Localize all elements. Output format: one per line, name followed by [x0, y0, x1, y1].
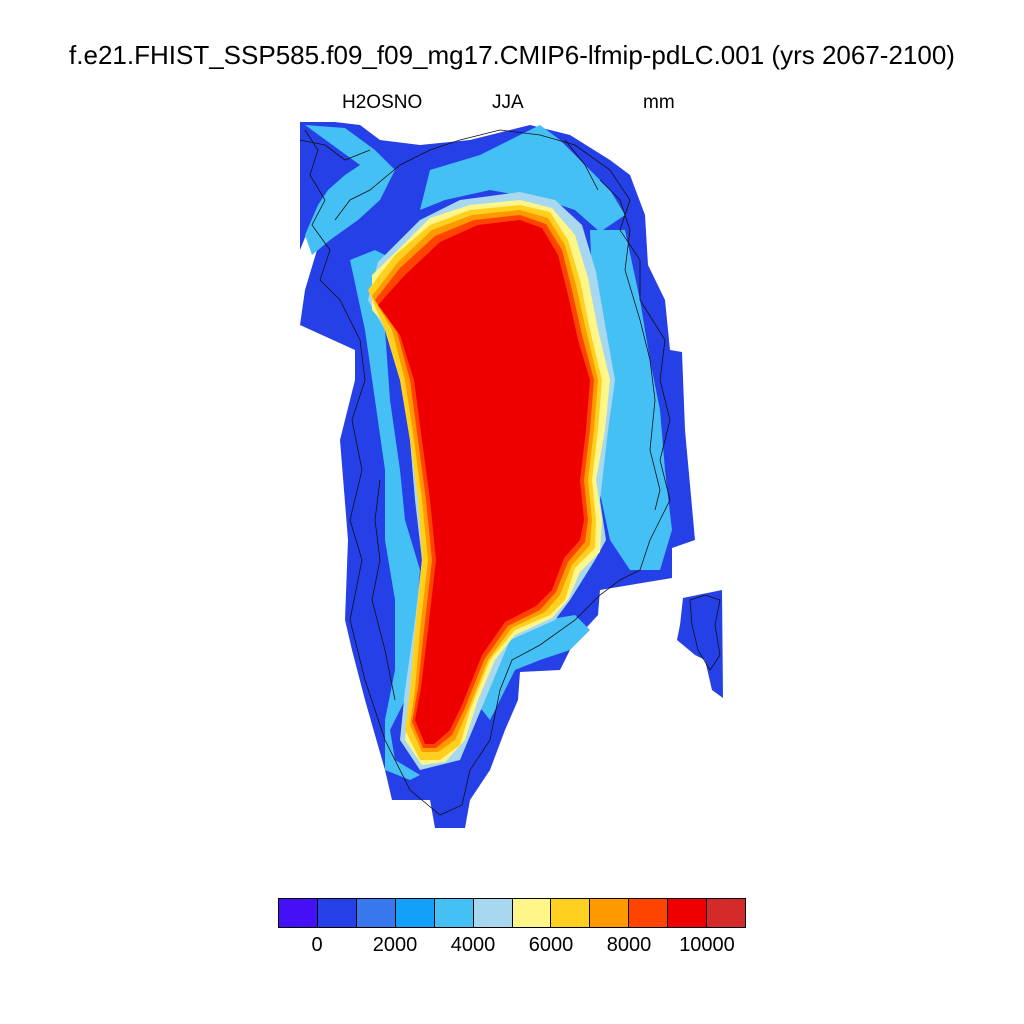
north-coast-ring: [420, 125, 625, 232]
colorbar-segment: [590, 899, 630, 927]
east-island-blue: [677, 590, 723, 698]
page-title: f.e21.FHIST_SSP585.f09_f09_mg17.CMIP6-lf…: [69, 40, 955, 70]
colorbar-segment: [395, 899, 435, 927]
colorbar-tick-label: 8000: [606, 934, 652, 956]
colorbar-segment: [317, 899, 357, 927]
colorbar-tick-label: 0: [311, 934, 323, 956]
season-label: JJA: [492, 92, 524, 113]
coastline: [299, 129, 721, 816]
colorbar-segment: [551, 899, 591, 927]
colorbar-ticks: 0 2000 4000 6000 8000 10000: [0, 934, 1024, 964]
colorbar-segment: [668, 899, 708, 927]
colorbar-segment: [629, 899, 669, 927]
colorbar-segment: [512, 899, 552, 927]
colorbar-segment: [356, 899, 396, 927]
colorbar-tick-label: 2000: [372, 934, 418, 956]
colorbar: [278, 898, 746, 928]
colorbar-segment: [473, 899, 513, 927]
colorbar-tick-label: 4000: [450, 934, 496, 956]
colorbar-segment: [707, 899, 746, 927]
colorbar-tick-label: 6000: [528, 934, 574, 956]
west-coast-ring: [350, 250, 420, 780]
interior-red: [378, 220, 590, 744]
colorbar-segment: [434, 899, 474, 927]
colorbar-tick-label: 10000: [679, 934, 735, 956]
units-label: mm: [643, 92, 675, 113]
colorbar-segment: [279, 899, 318, 927]
east-coast-ring: [590, 230, 672, 570]
northwest-light-patch: [305, 125, 395, 255]
variable-label: H2OSNO: [342, 92, 423, 113]
